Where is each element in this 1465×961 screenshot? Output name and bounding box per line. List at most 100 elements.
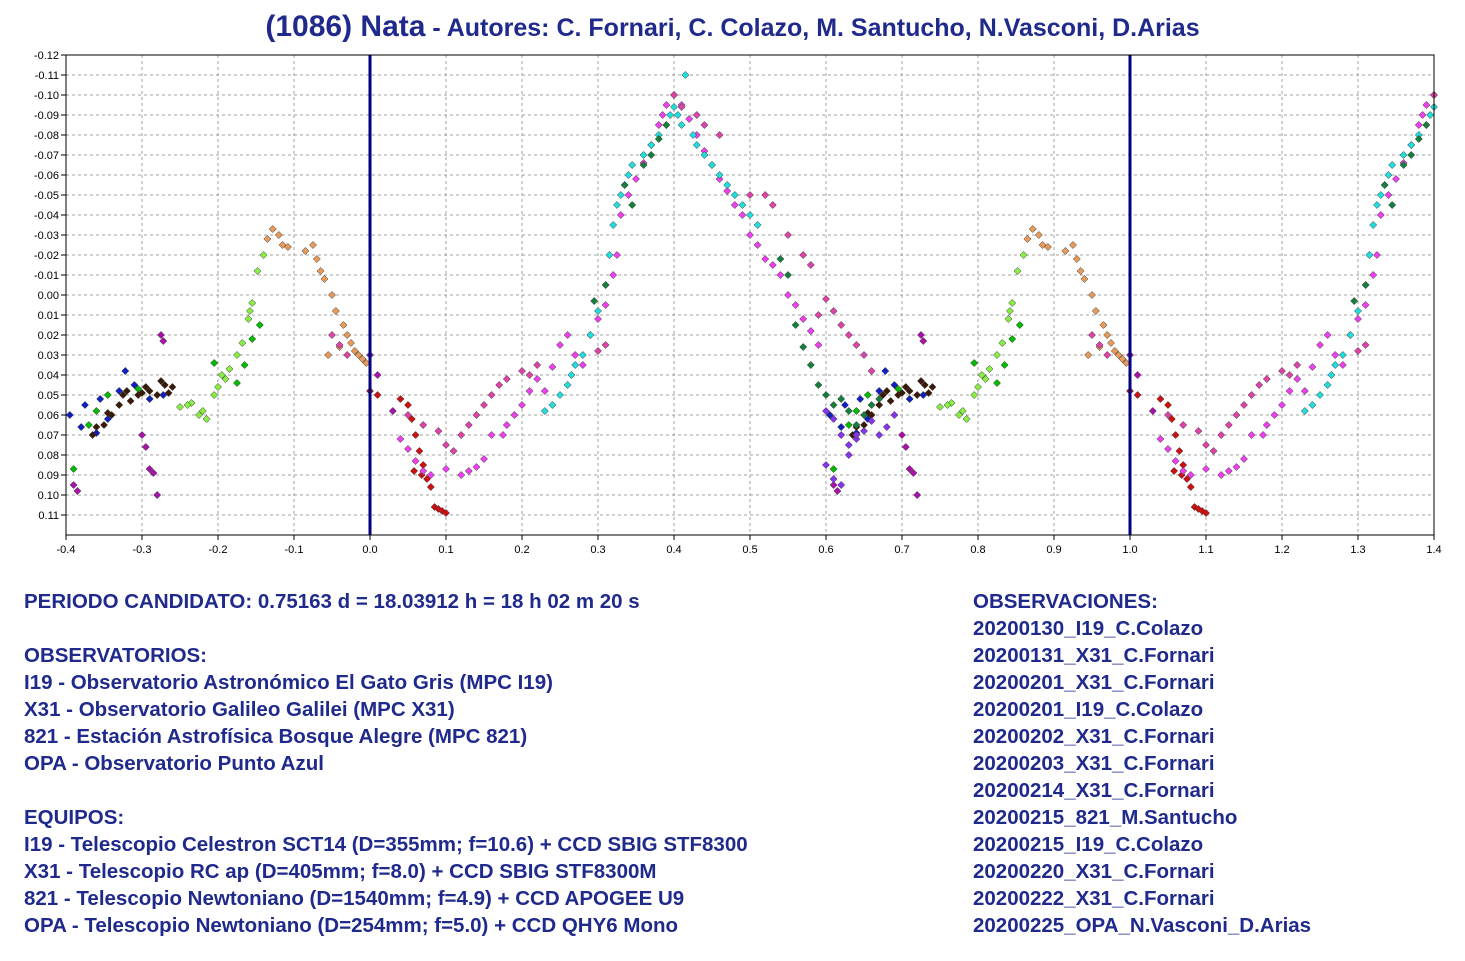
data-point — [814, 381, 823, 389]
data-point — [442, 465, 450, 473]
data-point — [776, 271, 785, 279]
data-point — [1247, 431, 1256, 439]
data-point — [126, 397, 135, 405]
data-point — [404, 411, 412, 419]
data-point — [1069, 241, 1077, 249]
data-point — [1316, 391, 1324, 399]
data-point — [210, 391, 219, 399]
data-point — [970, 391, 979, 399]
data-point — [1240, 455, 1248, 463]
data-point — [844, 331, 853, 339]
data-point — [419, 421, 428, 429]
title-asteroid: (1086) Nata — [265, 10, 426, 43]
observaciones-title: OBSERVACIONES: — [973, 590, 1158, 613]
data-point — [715, 131, 724, 139]
data-point — [791, 321, 800, 329]
data-point — [121, 367, 130, 375]
data-point — [882, 423, 891, 431]
data-point — [472, 411, 481, 419]
x-tick-label: 0.0 — [362, 544, 377, 556]
data-point — [92, 407, 101, 415]
data-point — [480, 401, 488, 409]
data-point — [145, 387, 154, 395]
data-point — [647, 151, 656, 159]
y-tick-label: -0.12 — [34, 50, 59, 62]
data-point — [1202, 441, 1210, 449]
data-point — [1240, 401, 1248, 409]
data-point — [1019, 251, 1028, 259]
series-group — [396, 91, 1438, 479]
data-point — [761, 255, 770, 263]
data-point — [814, 341, 823, 349]
data-point — [590, 297, 599, 305]
data-point — [905, 465, 914, 473]
data-point — [753, 221, 762, 229]
data-point — [388, 407, 397, 415]
data-point — [837, 321, 846, 329]
data-point — [1338, 361, 1347, 369]
data-point — [1308, 401, 1317, 409]
data-point — [1338, 351, 1347, 359]
data-point — [666, 111, 675, 119]
data-point — [860, 351, 868, 359]
data-point — [1278, 367, 1286, 375]
x-tick-label: 0.1 — [438, 544, 453, 556]
data-point — [1004, 315, 1013, 323]
data-point — [480, 455, 488, 463]
data-point — [1418, 111, 1427, 119]
data-point — [594, 315, 602, 323]
data-point — [138, 389, 146, 397]
x-tick-label: -0.1 — [285, 544, 304, 556]
y-tick-label: 0.00 — [38, 290, 59, 302]
y-tick-label: 0.11 — [38, 510, 59, 522]
data-point — [1407, 151, 1416, 159]
series-group — [88, 377, 937, 439]
data-point — [1388, 161, 1397, 169]
data-point — [1373, 201, 1381, 209]
data-point — [1247, 391, 1256, 399]
data-point — [658, 111, 667, 119]
period-text: PERIODO CANDIDATO: 0.75163 d = 18.03912 … — [24, 590, 640, 613]
observacion-item: 20200131_X31_C.Fornari — [973, 644, 1215, 667]
data-point — [613, 201, 621, 209]
data-point — [723, 187, 732, 195]
data-point — [1285, 387, 1294, 395]
data-point — [96, 395, 105, 403]
series-group — [69, 321, 1024, 473]
y-tick-label: 0.06 — [38, 410, 59, 422]
y-tick-label: 0.03 — [38, 350, 59, 362]
data-point — [860, 411, 868, 419]
x-axis-ticks: -0.4 -0.3 -0.2 -0.1 0.0 0.1 0.2 0.3 0.4 0.5 0.6 0.7… — [57, 535, 1442, 556]
data-point — [1422, 101, 1431, 109]
data-point — [1388, 201, 1397, 209]
data-point — [1384, 191, 1393, 199]
data-point — [1293, 361, 1302, 369]
data-point — [347, 339, 355, 347]
data-point — [1407, 141, 1416, 149]
y-tick-label: -0.06 — [34, 170, 59, 182]
data-point — [159, 337, 168, 345]
data-point — [556, 341, 564, 349]
zero-phase-lines — [368, 55, 1132, 535]
data-point — [119, 391, 127, 399]
y-tick-label: -0.01 — [34, 270, 59, 282]
y-tick-label: 0.07 — [38, 430, 59, 442]
data-point — [837, 481, 846, 489]
data-point — [1194, 427, 1203, 435]
data-point — [354, 351, 363, 359]
data-point — [1110, 347, 1119, 355]
data-point — [1008, 299, 1017, 307]
data-point — [510, 411, 519, 419]
grid — [65, 54, 1435, 535]
data-point — [920, 381, 929, 389]
data-point — [442, 441, 450, 449]
data-point — [1300, 387, 1309, 395]
data-point — [609, 271, 618, 279]
data-point — [1232, 463, 1241, 471]
observatorio-item: I19 - Observatorio Astronómico El Gato G… — [24, 671, 553, 694]
y-tick-label: -0.03 — [34, 230, 59, 242]
data-point — [1259, 431, 1267, 439]
data-point — [837, 395, 846, 403]
data-point — [525, 371, 534, 379]
data-point — [594, 307, 602, 315]
